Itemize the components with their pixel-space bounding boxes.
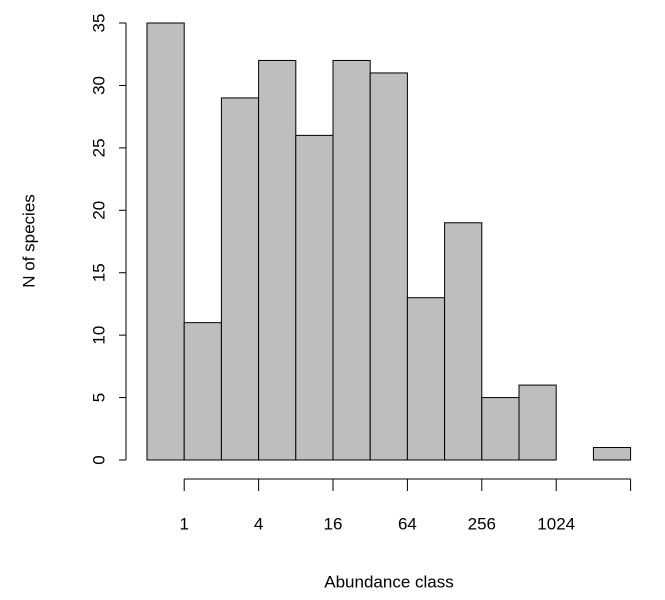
bar — [592, 447, 632, 461]
bar — [146, 22, 185, 461]
y-tick-label: 35 — [89, 14, 108, 33]
bar — [295, 134, 334, 461]
y-tick-label: 15 — [89, 263, 108, 282]
x-tick-label: 16 — [324, 514, 343, 533]
bar — [406, 297, 446, 461]
y-tick-label: 5 — [89, 393, 108, 402]
bar — [369, 72, 408, 461]
bar — [183, 322, 222, 461]
y-axis-title: N of species — [19, 194, 38, 288]
y-tick-label: 30 — [89, 76, 108, 95]
x-tick-label: 1024 — [537, 514, 575, 533]
x-tick-label: 256 — [468, 514, 496, 533]
bar — [332, 59, 371, 461]
bar — [258, 59, 297, 461]
y-tick-label: 25 — [89, 138, 108, 157]
bar — [518, 384, 557, 461]
bar — [481, 397, 520, 461]
y-tick-label: 0 — [89, 455, 108, 464]
x-axis-title: Abundance class — [324, 572, 453, 591]
y-tick-label: 10 — [89, 326, 108, 345]
bar — [220, 97, 260, 461]
x-tick-label: 64 — [398, 514, 417, 533]
x-tick-label: 1 — [179, 514, 188, 533]
x-tick-label: 4 — [254, 514, 263, 533]
bar — [444, 222, 483, 461]
y-tick-label: 20 — [89, 201, 108, 220]
